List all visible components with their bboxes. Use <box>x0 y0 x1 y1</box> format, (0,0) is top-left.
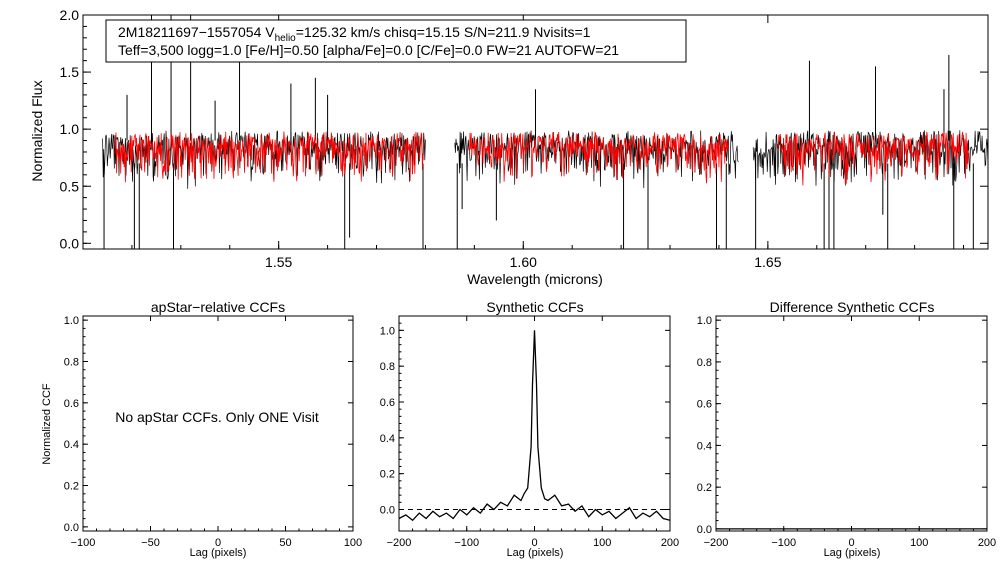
x-tick-label: −100 <box>71 537 96 549</box>
spectrum-plot-frame <box>82 14 989 250</box>
x-tick-label: 1.65 <box>754 254 781 270</box>
apstar-ccf-annotation: No apStar CCFs. Only ONE Visit <box>115 409 319 425</box>
y-tick-label: 0.6 <box>697 399 712 411</box>
y-tick-label: 0.0 <box>697 524 712 536</box>
spectrum-y-label: Normalized Flux <box>29 80 45 181</box>
spectrum-header-box <box>105 19 687 63</box>
y-tick-label: 0.4 <box>380 433 395 445</box>
y-tick-label: 0.8 <box>697 357 712 369</box>
apstar-ccf-y-label: Normalized CCF <box>41 383 53 465</box>
spectrum-header-line2: Teff=3,500 logg=1.0 [Fe/H]=0.50 [alpha/F… <box>118 42 619 58</box>
x-tick-label: 0 <box>215 537 221 549</box>
y-tick-label: 1.0 <box>64 315 79 327</box>
spectrum-header-line1: 2M18211697−1557054 Vhelio=125.32 km/s ch… <box>118 24 591 44</box>
spectrum-panel: 1.55 1.60 1.65 0.0 0.5 1.0 1.5 2.0 2M18211697−1… <box>29 7 989 287</box>
synthetic-ccf-axes: −200 −100 0 100 200 0.0 0.2 0.4 0.6 0.8 1.0 <box>380 315 679 549</box>
model-spectrum-line <box>469 131 729 184</box>
apstar-ccf-panel: apStar−relative CCFs −100 −50 0 50 100 0.0 0.2… <box>41 299 362 559</box>
y-tick-label: 0.4 <box>697 440 712 452</box>
y-tick-label: 0.0 <box>60 235 80 251</box>
observed-spectrum-line <box>752 130 989 186</box>
synthetic-ccf-plot-frame <box>398 315 671 532</box>
x-tick-label: −200 <box>387 537 412 549</box>
x-tick-label: 1.60 <box>510 254 537 270</box>
x-tick-label: −200 <box>704 537 729 549</box>
x-tick-label: 200 <box>661 537 679 549</box>
y-tick-label: 0.8 <box>380 361 395 373</box>
difference-ccf-axes: −200 −100 0 100 200 0.0 0.2 0.4 0.6 0.8 1.0 <box>697 315 996 549</box>
x-tick-label: 100 <box>344 537 362 549</box>
x-tick-label: 100 <box>910 537 928 549</box>
spectrum-marks <box>102 15 989 249</box>
apstar-ccf-title: apStar−relative CCFs <box>151 299 285 315</box>
y-tick-label: 0.6 <box>64 398 79 410</box>
y-tick-label: 0.0 <box>64 522 79 534</box>
apstar-ccf-axes: −100 −50 0 50 100 0.0 0.2 0.4 0.6 0.8 1.0 <box>64 315 362 549</box>
synthetic-ccf-marks <box>398 330 671 522</box>
y-tick-label: 0.0 <box>380 504 395 516</box>
observed-spectrum-line <box>454 130 739 189</box>
y-tick-label: 0.5 <box>60 178 80 194</box>
header-line1-subscript: helio <box>275 33 297 44</box>
difference-ccf-title: Difference Synthetic CCFs <box>770 299 935 315</box>
y-tick-label: 0.8 <box>64 356 79 368</box>
model-spectrum-line <box>777 131 969 186</box>
y-tick-label: 0.6 <box>380 397 395 409</box>
spectrum-x-label: Wavelength (microns) <box>467 271 603 287</box>
x-tick-label: 1.55 <box>265 254 292 270</box>
ccf-series-line <box>398 330 671 522</box>
model-spectrum-line <box>114 130 424 183</box>
y-tick-label: 1.0 <box>380 325 395 337</box>
y-tick-label: 0.2 <box>380 469 395 481</box>
x-tick-label: 100 <box>593 537 611 549</box>
y-tick-label: 2.0 <box>60 7 80 23</box>
y-tick-label: 1.0 <box>697 315 712 327</box>
x-tick-label: 50 <box>279 537 291 549</box>
synthetic-ccf-x-label: Lag (pixels) <box>507 547 564 559</box>
header-line1-suffix: =125.32 km/s chisq=15.15 S/N=211.9 Nvisi… <box>296 24 591 40</box>
x-tick-label: 0 <box>531 537 537 549</box>
synthetic-ccf-panel: Synthetic CCFs −200 −100 0 100 200 0.0 0.2 0.4 0… <box>380 299 679 559</box>
y-tick-label: 0.2 <box>697 482 712 494</box>
header-line1-prefix: 2M18211697−1557054 V <box>118 24 275 40</box>
difference-ccf-plot-frame <box>715 315 988 532</box>
x-tick-label: −100 <box>454 537 479 549</box>
spectrum-axes: 1.55 1.60 1.65 0.0 0.5 1.0 1.5 2.0 <box>60 7 988 270</box>
x-tick-label: −100 <box>771 537 796 549</box>
x-tick-label: −50 <box>141 537 160 549</box>
y-tick-label: 1.5 <box>60 64 80 80</box>
apstar-ccf-x-label: Lag (pixels) <box>190 547 247 559</box>
y-tick-label: 1.0 <box>60 121 80 137</box>
x-tick-label: 200 <box>978 537 996 549</box>
difference-ccf-panel: Difference Synthetic CCFs −200 −100 0 100 20… <box>697 299 996 559</box>
y-tick-label: 0.2 <box>64 480 79 492</box>
y-tick-label: 0.4 <box>64 439 79 451</box>
difference-ccf-x-label: Lag (pixels) <box>824 547 881 559</box>
synthetic-ccf-title: Synthetic CCFs <box>486 299 583 315</box>
x-tick-label: 0 <box>848 537 854 549</box>
